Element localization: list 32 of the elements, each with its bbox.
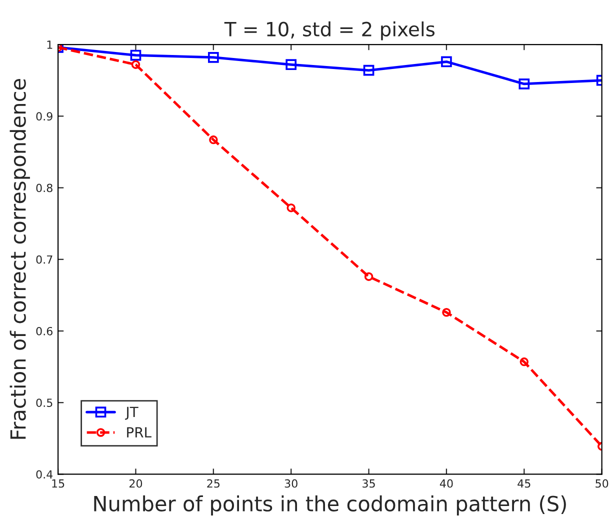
- point: [441, 56, 452, 68]
- x-tick-label: 25: [207, 479, 220, 488]
- point: [131, 60, 140, 69]
- y-tick-label: 1: [47, 40, 52, 49]
- point: [442, 308, 451, 317]
- point: [363, 64, 374, 76]
- y-tick-label: 0.9: [36, 112, 52, 121]
- legend-label: JT: [125, 406, 138, 420]
- point: [209, 135, 218, 144]
- y-tick-label: 0.8: [36, 184, 52, 192]
- y-tick-label: 0.5: [36, 398, 52, 407]
- y-tick-label: 0.6: [36, 326, 52, 336]
- x-tick-label: 15: [52, 479, 64, 488]
- chart-title: T = 10, std = 2 pixels: [224, 21, 435, 40]
- point: [520, 357, 529, 366]
- point: [286, 203, 296, 212]
- legend-label: PRL: [127, 427, 152, 438]
- point: [286, 59, 297, 70]
- x-tick-label: 35: [362, 479, 375, 488]
- y-tick-label: 0.4: [36, 470, 53, 479]
- y-tick-label: 0.7: [36, 255, 52, 264]
- x-tick-label: 20: [129, 479, 142, 488]
- x-tick-label: 30: [284, 479, 298, 488]
- point: [364, 272, 374, 281]
- x-tick-label: 40: [440, 479, 453, 488]
- x-axis-title: Number of points in the codomain pattern (S): [94, 495, 566, 516]
- point: [130, 50, 142, 61]
- y-axis-title: Fraction of correct correspondence: [10, 79, 30, 439]
- point: [518, 78, 530, 90]
- x-tick-label: 50: [596, 479, 608, 488]
- point: [208, 52, 219, 63]
- x-tick-label: 45: [518, 479, 530, 488]
